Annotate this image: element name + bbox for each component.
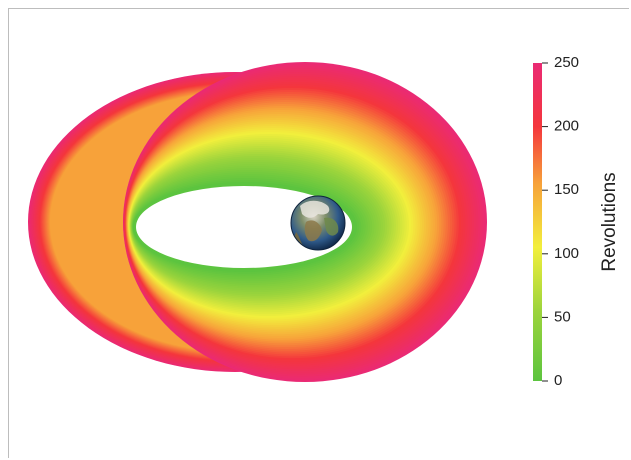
plot-frame [8,8,629,458]
colorbar-tick-label: 250 [554,54,579,71]
colorbar: 0 50 100 150 200 250 Revolutions [533,54,620,389]
earth-icon [290,195,346,251]
colorbar-tick-label: 100 [554,245,579,262]
colorbar-tick-label: 150 [554,181,579,198]
colorbar-tick-label: 0 [554,372,562,389]
colorbar-tick-label: 200 [554,118,579,135]
colorbar-gradient [533,63,542,381]
orbit-band [28,62,487,382]
colorbar-tick-label: 50 [554,308,571,325]
colorbar-label: Revolutions [599,172,620,271]
